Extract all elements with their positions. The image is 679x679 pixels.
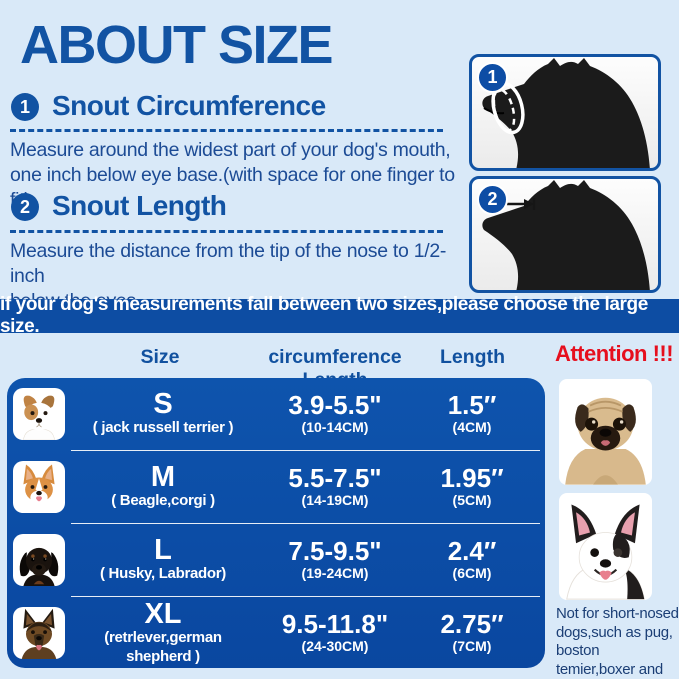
jack-russell-icon [23,395,55,440]
length-value: 1.5″ [447,389,497,420]
attention-title: Attention !!! [554,341,674,366]
pug-photo [559,379,652,485]
circumference-cm: (10-14CM) [301,418,369,435]
section-2-heading: Snout Length [52,190,227,221]
breed-label: ( Husky, Labrador) [99,565,226,583]
length-value: 1.95″ [440,462,504,493]
boston-terrier-icon [566,504,645,600]
circumference-cm: (19-24CM) [301,564,369,581]
sizing-advice-banner: if your dog's measurements fall between … [0,294,679,337]
jack-russell-photo [13,388,65,440]
row-divider [71,596,540,597]
circumference-value: 7.5-9.5" [288,535,382,566]
circumference-cm: (14-19CM) [301,491,369,508]
corgi-photo [13,461,65,513]
length-value: 2.75″ [440,608,504,639]
attention-note: Not for short-nosed dogs,such as pug, bo… [556,605,679,678]
length-cm: (6CM) [452,564,492,581]
step-2-badge: 2 [11,193,39,221]
length-cm: (7CM) [452,637,492,654]
breed-label: (retrlever,german shepherd ) [104,628,222,665]
size-label: XL [144,597,182,630]
table-row-xl: XL (retrlever,german shepherd ) 9.5-11.8… [7,597,545,669]
circumference-cm: (24-30CM) [301,637,369,654]
black-dog-photo [13,534,65,586]
dashed-divider [10,230,443,233]
length-cm: (4CM) [452,418,492,435]
black-dog-icon [19,547,59,586]
corgi-icon [21,464,57,513]
size-table: S ( jack russell terrier ) 3.9-5.5" (10-… [7,378,545,668]
size-label: L [154,534,172,567]
circumference-value: 5.5-7.5" [288,462,382,493]
column-header-length: Length [440,346,505,368]
column-header-size: Size [140,346,180,368]
length-cm: (5CM) [452,491,492,508]
step-1-badge: 1 [11,93,39,121]
section-1-heading: Snout Circumference [52,90,326,121]
dashed-divider [10,129,443,132]
snout-circumference-diagram: 1 [469,54,661,171]
german-shepherd-photo [13,607,65,659]
boston-terrier-photo [559,493,652,600]
page-title: ABOUT SIZE [20,15,334,75]
circumference-value: 9.5-11.8" [281,608,389,639]
row-divider [71,450,540,451]
section-1-instructions: Measure around the widest part of your d… [10,139,455,211]
length-value: 2.4″ [447,535,497,566]
table-row-l: L ( Husky, Labrador) 7.5-9.5" (19-24CM) … [7,524,545,596]
circumference-value: 3.9-5.5" [288,389,382,420]
table-row-m: M ( Beagle,corgi ) 5.5-7.5" (14-19CM) 1.… [7,451,545,523]
diagram-1-badge: 1 [477,62,508,93]
snout-length-diagram: 2 [469,176,661,293]
german-shepherd-icon [21,608,57,659]
table-row-s: S ( jack russell terrier ) 3.9-5.5" (10-… [7,378,545,450]
breed-label: ( Beagle,corgi ) [111,492,215,510]
size-label: M [150,461,176,494]
row-divider [71,523,540,524]
pug-icon [565,397,646,485]
breed-label: ( jack russell terrier ) [92,419,234,437]
diagram-2-badge: 2 [477,184,508,215]
size-label: S [153,388,173,421]
